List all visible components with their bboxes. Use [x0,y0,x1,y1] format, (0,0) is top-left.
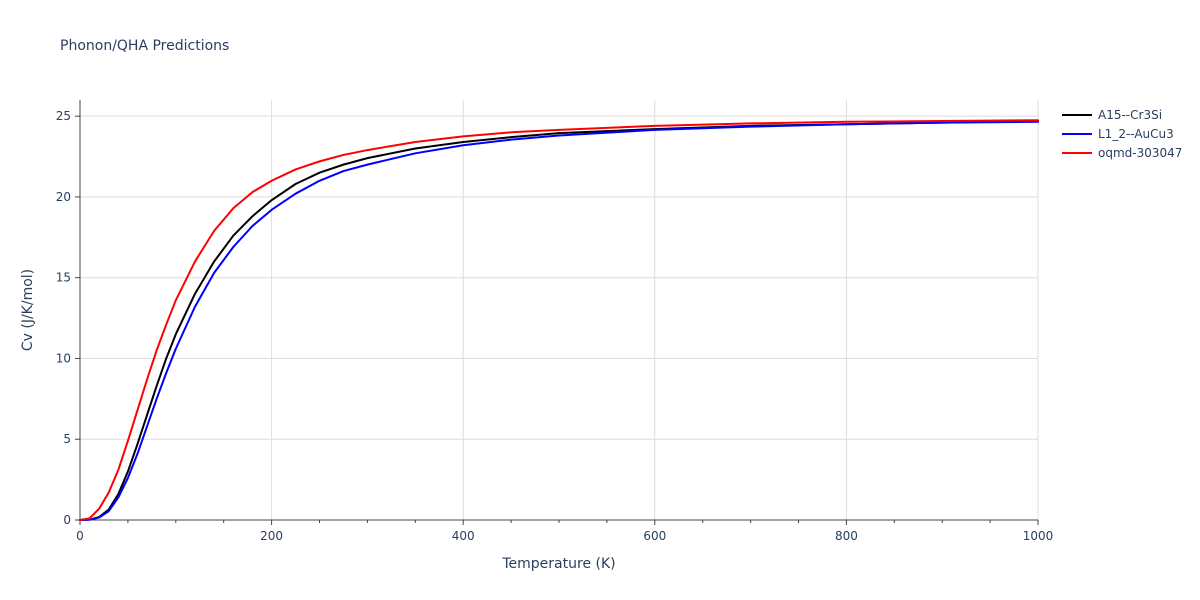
series-line-oqmd-303047 [79,119,1039,521]
x-tick-label: 800 [835,529,858,543]
x-tick-label: 400 [452,529,475,543]
y-tick-label: 15 [56,271,71,285]
y-tick-label: 0 [63,513,71,527]
legend-item-oqmd-303047[interactable]: oqmd-303047 [1062,146,1182,160]
series-lines [79,119,1039,521]
y-tick-label: 10 [56,351,71,365]
tick-labels: 0 200 400 600 800 1000 0 5 10 15 20 25 [56,109,1054,543]
y-tick-label: 25 [56,109,71,123]
x-tick-label: 600 [643,529,666,543]
legend: A15--Cr3Si L1_2--AuCu3 oqmd-303047 [1062,108,1182,160]
grid [80,100,1039,520]
legend-label: L1_2--AuCu3 [1098,127,1174,141]
series-line-a15-cr3si [79,120,1039,521]
x-tick-label: 1000 [1023,529,1054,543]
y-tick-label: 20 [56,190,71,204]
chart-title: Phonon/QHA Predictions [60,38,229,54]
axes [75,100,1039,525]
legend-item-a15-cr3si[interactable]: A15--Cr3Si [1062,108,1162,122]
x-tick-label: 200 [260,529,283,543]
y-tick-label: 5 [63,432,71,446]
y-axis-title: Cv (J/K/mol) [20,269,36,351]
series-line-l1-2-aucu3 [79,120,1039,521]
x-tick-label: 0 [76,529,84,543]
legend-label: oqmd-303047 [1098,146,1182,160]
legend-item-l1-2-aucu3[interactable]: L1_2--AuCu3 [1062,127,1174,141]
legend-label: A15--Cr3Si [1098,108,1162,122]
x-axis-title: Temperature (K) [501,556,615,572]
